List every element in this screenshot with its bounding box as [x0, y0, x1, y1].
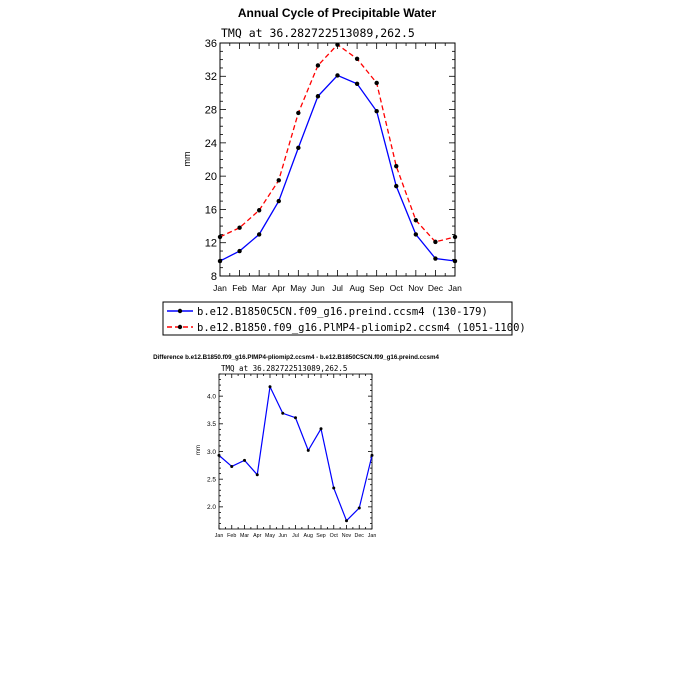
- chart1-xtick-label: Mar: [252, 283, 267, 293]
- chart1-series-1-point: [296, 145, 301, 151]
- chart1-series-1-point: [217, 258, 223, 264]
- chart2-xtick-label: Jan: [368, 533, 377, 539]
- chart2-xtick-label: Feb: [227, 533, 236, 539]
- chart1-series-2-point: [315, 63, 321, 68]
- chart1-series-1-point: [452, 258, 458, 264]
- chart1-series-2-point: [452, 234, 458, 240]
- chart2-title: Difference b.e12.B1850.f09_g16.PlMP4-pli…: [153, 354, 439, 361]
- chart1-xtick-label: Nov: [408, 283, 424, 293]
- chart1-series-1-point: [237, 248, 242, 254]
- chart1-series-2-point: [354, 56, 360, 62]
- chart1-ytick-label: 16: [205, 204, 217, 216]
- chart1-legend: b.e12.B1850C5CN.f09_g16.preind.ccsm4 (13…: [162, 301, 526, 336]
- chart1-xtick-label: May: [290, 283, 307, 293]
- legend-label-series-2: b.e12.B1850.f09_g16.PlMP4-pliomip2.ccsm4…: [197, 322, 526, 334]
- chart1-series-2-point: [335, 42, 340, 47]
- chart1-ytick-label: 36: [205, 38, 217, 50]
- chart2-series-1-point: [268, 385, 272, 389]
- chart1-xtick-label: Jan: [448, 283, 462, 293]
- chart1-ytick-label: 8: [211, 271, 217, 283]
- chart2-ylabel: mm: [196, 445, 202, 455]
- chart1-series-2-point: [374, 80, 379, 86]
- chart1-ylabel: mm: [182, 152, 192, 167]
- chart1-xtick-label: Sep: [369, 283, 384, 293]
- chart1-series-2-point: [276, 178, 281, 183]
- chart2-series-1-point: [217, 453, 221, 457]
- chart1-ytick-label: 12: [205, 238, 217, 250]
- chart2-series-1-point: [357, 506, 361, 510]
- chart1-ytick-label: 32: [205, 71, 217, 83]
- chart1-title: Annual Cycle of Precipitable Water: [238, 6, 437, 20]
- chart2-ytick-label: 4.0: [207, 393, 216, 400]
- chart2-xtick-label: Jul: [292, 533, 299, 539]
- chart1-series-1-point: [433, 256, 438, 261]
- chart1-xtick-label: Jan: [213, 283, 227, 293]
- chart2-xtick-label: Sep: [316, 533, 325, 539]
- chart1-xtick-label: Feb: [232, 283, 247, 293]
- chart2-subtitle: TMQ at 36.282722513089,262.5: [221, 364, 347, 373]
- chart1-xtick-label: Apr: [272, 283, 285, 293]
- chart1-series-1-point: [413, 232, 419, 237]
- chart2-series-1-point: [319, 427, 323, 431]
- chart2-xtick-label: Nov: [342, 533, 352, 539]
- chart1-xtick-label: Oct: [390, 283, 404, 293]
- legend-label-series-1: b.e12.B1850C5CN.f09_g16.preind.ccsm4 (13…: [197, 306, 488, 318]
- chart2-series-1-point: [281, 411, 285, 415]
- chart2-ytick-label: 3.0: [207, 449, 216, 456]
- chart2-series-1-point: [230, 464, 234, 468]
- chart1-series-2-point: [413, 218, 419, 223]
- chart2-xtick-label: May: [265, 533, 275, 539]
- chart1-xtick-label: Aug: [350, 283, 365, 293]
- chart1-series-1-point: [354, 81, 360, 86]
- chart2-series-1-point: [370, 453, 374, 457]
- chart2-ytick-label: 2.0: [207, 504, 216, 511]
- chart2-ytick-label: 3.5: [207, 421, 216, 428]
- chart1-ytick-label: 28: [205, 105, 217, 117]
- chart1-xtick-label: Jul: [332, 283, 343, 293]
- chart2-xtick-label: Dec: [355, 533, 365, 539]
- chart2-series-1-line: [218, 384, 373, 522]
- chart2-series-1-point: [306, 448, 310, 452]
- chart2-xtick-label: Apr: [253, 533, 261, 539]
- chart2-frame: [218, 373, 373, 530]
- legend-box: [162, 301, 513, 336]
- chart2-xtick-label: Jan: [215, 533, 224, 539]
- chart1-series-1-point: [374, 109, 379, 114]
- chart2-xtick-label: Oct: [330, 533, 339, 539]
- chart1-xtick-label: Jun: [311, 283, 325, 293]
- chart1-ytick-label: 24: [205, 138, 217, 150]
- chart1-xtick-label: Dec: [428, 283, 444, 293]
- chart1-series-1-point: [315, 94, 321, 99]
- chart2-series-1-point: [345, 519, 348, 523]
- chart1-series-1-point: [335, 73, 340, 78]
- chart1-series-1-point: [276, 198, 281, 204]
- legend-marker-series-1: [177, 308, 183, 314]
- legend-marker-series-2: [177, 324, 183, 330]
- chart1-series-2-point: [296, 110, 301, 116]
- chart2-xtick-label: Mar: [240, 533, 249, 539]
- chart1-series-2-point: [237, 225, 242, 230]
- chart1-series-2-point: [256, 208, 262, 213]
- chart1-series-2-point: [217, 234, 223, 240]
- chart2-series-1-point: [243, 458, 246, 462]
- chart1-series-2-point: [433, 239, 438, 245]
- chart2-xtick-label: Jun: [278, 533, 287, 539]
- chart1-series-1-point: [256, 232, 262, 237]
- chart1-frame: [219, 42, 456, 277]
- chart2-series-1-point: [255, 473, 259, 477]
- chart1-series-1-point: [394, 183, 399, 189]
- chart2-xtick-label: Aug: [304, 533, 313, 539]
- chart1-ytick-label: 20: [205, 171, 217, 183]
- chart1-series-1-line: [219, 74, 456, 262]
- chart1-series-2-point: [394, 163, 399, 169]
- chart1-plot: 8 12 16 20 24 28 32 36 Jan Feb Mar Apr May Jun Jul Aug S…: [205, 38, 462, 293]
- chart2-ytick-label: 2.5: [207, 477, 216, 484]
- chart2-series-1-point: [332, 486, 336, 490]
- chart1-subtitle: TMQ at 36.282722513089,262.5: [221, 26, 415, 40]
- chart2-series-1-point: [294, 416, 297, 420]
